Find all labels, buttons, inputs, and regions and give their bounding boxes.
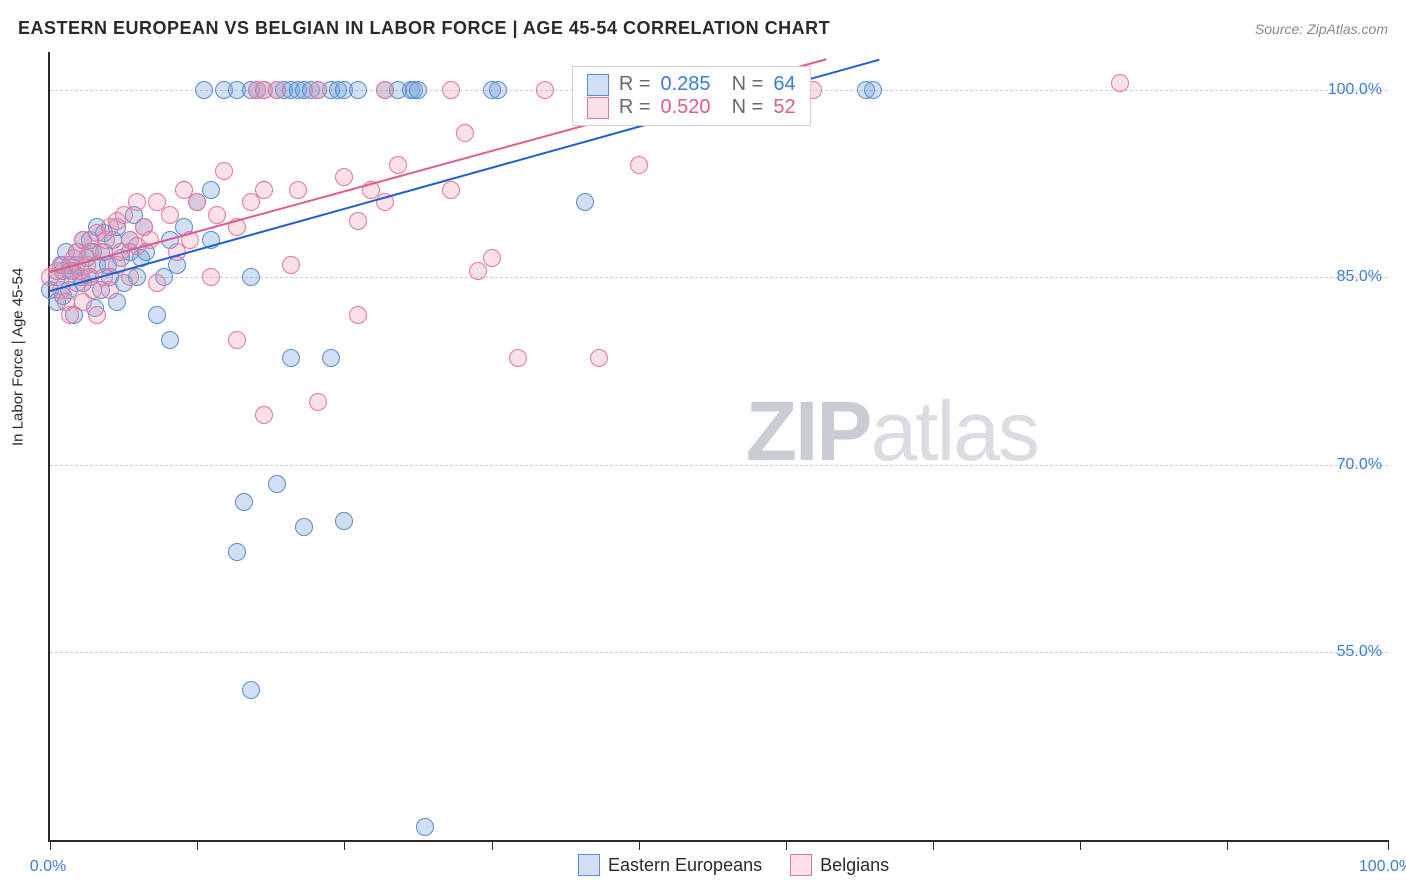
stats-box: R = 0.285 N = 64R = 0.520 N = 52: [572, 66, 811, 126]
legend-swatch-eastern_europeans: [578, 854, 600, 876]
scatter-point-eastern_europeans: [409, 81, 427, 99]
scatter-point-eastern_europeans: [268, 475, 286, 493]
scatter-point-belgians: [282, 256, 300, 274]
scatter-point-belgians: [442, 81, 460, 99]
scatter-point-eastern_europeans: [228, 543, 246, 561]
scatter-point-belgians: [1111, 74, 1129, 92]
scatter-point-belgians: [509, 349, 527, 367]
scatter-point-belgians: [202, 268, 220, 286]
scatter-point-eastern_europeans: [335, 512, 353, 530]
scatter-point-belgians: [483, 249, 501, 267]
source-label: Source: ZipAtlas.com: [1255, 21, 1388, 37]
y-gridline: [50, 465, 1388, 466]
scatter-point-eastern_europeans: [864, 81, 882, 99]
legend-item-eastern_europeans: Eastern Europeans: [578, 854, 762, 876]
chart-container: EASTERN EUROPEAN VS BELGIAN IN LABOR FOR…: [0, 0, 1406, 892]
scatter-point-eastern_europeans: [242, 268, 260, 286]
plot-area: ZIPatlas 55.0%70.0%85.0%100.0%R = 0.285 …: [48, 52, 1388, 842]
x-tick: [344, 840, 345, 850]
legend: Eastern Europeans Belgians: [578, 854, 889, 876]
scatter-point-belgians: [255, 406, 273, 424]
scatter-point-belgians: [335, 168, 353, 186]
scatter-point-eastern_europeans: [416, 818, 434, 836]
y-tick-label: 85.0%: [1337, 268, 1382, 286]
y-gridline: [50, 652, 1388, 653]
legend-swatch-belgians: [790, 854, 812, 876]
r-value-eastern_europeans: 0.285: [661, 73, 711, 96]
n-value-belgians: 52: [773, 96, 795, 119]
scatter-point-belgians: [389, 156, 407, 174]
scatter-point-eastern_europeans: [195, 81, 213, 99]
scatter-point-eastern_europeans: [235, 493, 253, 511]
scatter-point-belgians: [630, 156, 648, 174]
scatter-point-belgians: [349, 212, 367, 230]
x-end-label: 100.0%: [1359, 858, 1406, 876]
scatter-point-belgians: [590, 349, 608, 367]
scatter-point-belgians: [188, 193, 206, 211]
scatter-point-eastern_europeans: [489, 81, 507, 99]
r-value-belgians: 0.520: [661, 96, 711, 119]
scatter-point-belgians: [536, 81, 554, 99]
scatter-point-belgians: [208, 206, 226, 224]
x-start-label: 0.0%: [30, 858, 66, 876]
scatter-point-belgians: [349, 306, 367, 324]
title-bar: EASTERN EUROPEAN VS BELGIAN IN LABOR FOR…: [18, 18, 1388, 39]
scatter-point-belgians: [376, 81, 394, 99]
scatter-point-eastern_europeans: [242, 681, 260, 699]
scatter-point-belgians: [442, 181, 460, 199]
y-tick-label: 70.0%: [1337, 456, 1382, 474]
x-tick: [197, 840, 198, 850]
chart-title: EASTERN EUROPEAN VS BELGIAN IN LABOR FOR…: [18, 18, 830, 39]
stats-row-belgians: R = 0.520 N = 52: [587, 96, 796, 119]
x-tick: [1388, 840, 1389, 850]
r-label: R =: [619, 96, 651, 119]
x-tick: [492, 840, 493, 850]
scatter-point-eastern_europeans: [148, 306, 166, 324]
stats-row-eastern_europeans: R = 0.285 N = 64: [587, 73, 796, 96]
legend-label: Belgians: [820, 855, 889, 876]
y-axis-label: In Labor Force | Age 45-54: [10, 268, 27, 446]
scatter-point-belgians: [268, 81, 286, 99]
scatter-point-belgians: [228, 331, 246, 349]
scatter-point-belgians: [309, 81, 327, 99]
x-tick: [50, 840, 51, 850]
x-tick: [933, 840, 934, 850]
scatter-point-eastern_europeans: [282, 349, 300, 367]
scatter-point-eastern_europeans: [322, 349, 340, 367]
n-label: N =: [721, 73, 764, 96]
scatter-point-eastern_europeans: [161, 331, 179, 349]
y-tick-label: 100.0%: [1328, 81, 1382, 99]
scatter-point-belgians: [148, 274, 166, 292]
n-label: N =: [721, 96, 764, 119]
swatch-eastern_europeans: [587, 74, 609, 96]
scatter-point-belgians: [161, 206, 179, 224]
legend-label: Eastern Europeans: [608, 855, 762, 876]
x-tick: [639, 840, 640, 850]
scatter-point-belgians: [309, 393, 327, 411]
x-tick: [1227, 840, 1228, 850]
scatter-point-belgians: [128, 193, 146, 211]
swatch-belgians: [587, 97, 609, 119]
x-tick: [1080, 840, 1081, 850]
scatter-point-eastern_europeans: [576, 193, 594, 211]
scatter-point-belgians: [289, 181, 307, 199]
scatter-point-belgians: [215, 162, 233, 180]
n-value-eastern_europeans: 64: [773, 73, 795, 96]
scatter-point-belgians: [456, 124, 474, 142]
legend-item-belgians: Belgians: [790, 854, 889, 876]
scatter-point-belgians: [255, 181, 273, 199]
x-tick: [786, 840, 787, 850]
scatter-point-belgians: [88, 306, 106, 324]
y-tick-label: 55.0%: [1337, 643, 1382, 661]
scatter-point-belgians: [101, 281, 119, 299]
scatter-point-eastern_europeans: [349, 81, 367, 99]
r-label: R =: [619, 73, 651, 96]
scatter-point-eastern_europeans: [295, 518, 313, 536]
